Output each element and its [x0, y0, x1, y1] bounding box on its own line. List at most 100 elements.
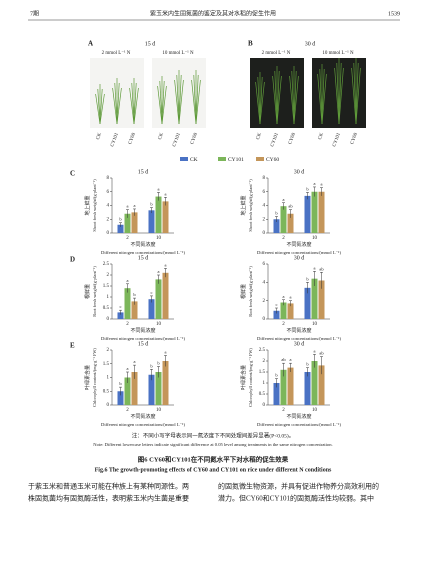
x-label-en: Different nitrogen concentrations/(mmol … — [101, 422, 185, 427]
error-bar — [289, 300, 292, 307]
panel-letter: B — [248, 40, 253, 48]
error-bar — [164, 197, 167, 206]
leaf — [293, 75, 299, 125]
x-label-cn: 不同氮浓度 — [130, 241, 155, 248]
significance-letter: c — [276, 302, 278, 307]
significance-letter: a — [283, 294, 285, 299]
leaf — [257, 76, 261, 125]
error-bar — [306, 192, 309, 200]
y-tick-label: 2.5 — [259, 348, 266, 353]
plant-label: CY60 — [350, 132, 359, 145]
significance-letter: b — [119, 381, 122, 386]
significance-letter: a — [290, 295, 292, 300]
x-tick-label: 2 — [282, 322, 285, 327]
y-tick-label: 2 — [263, 217, 266, 222]
error-bar — [306, 367, 309, 377]
photo-time: 15 d — [145, 41, 156, 47]
leaf — [319, 68, 323, 125]
leaf — [338, 62, 342, 125]
significance-letter: b — [157, 361, 160, 366]
significance-letter: a — [158, 186, 160, 191]
leaf — [336, 62, 340, 125]
x-tick-label: 10 — [156, 236, 162, 241]
significance-letter: ab — [319, 351, 324, 356]
leaf — [259, 81, 265, 125]
bar — [155, 196, 162, 233]
x-tick-label: 2 — [282, 236, 285, 241]
leaf — [355, 67, 361, 125]
significance-letter: ab — [288, 204, 293, 209]
leaf — [191, 79, 197, 125]
body-line: 于紫玉米和普通玉米可能在种族上有某种同源性。两 — [28, 482, 189, 491]
bar — [124, 377, 131, 405]
significance-letter: b — [306, 362, 309, 367]
error-bar — [150, 207, 153, 214]
error-bar — [119, 309, 122, 315]
y-tick-label: 0 — [263, 231, 266, 236]
y-tick-label: 2 — [263, 359, 266, 364]
y-tick-label: 0.5 — [103, 306, 110, 311]
note-en: Note: Different lowercase letters indica… — [93, 442, 332, 447]
note-cn: 注：不同小写字母表示同一氮浓度下不同处理间差异显著(P<0.05)。 — [132, 431, 294, 439]
y-label-cn: 地上鲜重 — [240, 195, 247, 215]
error-bar — [157, 192, 160, 201]
error-bar — [282, 299, 285, 306]
significance-letter: a — [158, 269, 160, 274]
y-label-en: Shoot fresh weight/(g·plant⁻¹) — [248, 179, 253, 232]
y-label-cn: 叶绿素含量 — [84, 365, 91, 390]
chart-time: 15 d — [138, 255, 149, 261]
leaf — [195, 79, 201, 125]
error-bar — [275, 307, 278, 314]
leaf — [129, 87, 135, 125]
error-bar — [275, 378, 278, 388]
leaf — [289, 75, 295, 125]
error-bar — [150, 295, 153, 303]
bar — [131, 212, 138, 233]
bar — [311, 361, 318, 405]
error-bar — [126, 371, 129, 383]
x-label-en: Different nitrogen concentrations/(mmol … — [257, 336, 341, 341]
significance-letter: b — [119, 217, 122, 222]
leaf — [161, 85, 167, 125]
y-label-en: Root fresh weight/(g·plant⁻¹) — [248, 266, 253, 317]
error-bar — [133, 208, 136, 216]
x-label-en: Different nitrogen concentrations/(mmol … — [101, 336, 185, 341]
leaf — [274, 70, 278, 125]
plant-label: CY60 — [190, 132, 199, 145]
y-tick-label: 2 — [263, 299, 266, 304]
bar — [131, 301, 138, 319]
y-tick-label: 1.5 — [259, 370, 266, 375]
significance-letter: a — [127, 366, 129, 371]
bar — [311, 191, 318, 233]
x-tick-label: 10 — [312, 236, 318, 241]
caption-en: Fig.6 The growth-promoting effects of CY… — [95, 467, 332, 473]
error-bar — [119, 222, 122, 227]
bar — [273, 383, 280, 405]
leaf — [321, 68, 325, 125]
significance-letter: a — [127, 204, 129, 209]
significance-letter: b — [275, 211, 278, 216]
plant-label: CK — [256, 132, 263, 141]
leaf — [193, 74, 197, 125]
panel-letter: D — [70, 256, 75, 264]
leaf — [355, 62, 359, 125]
x-label-en: Different nitrogen concentrations/(mmol … — [257, 250, 341, 255]
error-bar — [282, 362, 285, 377]
leaf — [291, 70, 295, 125]
bar — [304, 372, 311, 405]
bar — [318, 365, 325, 405]
error-bar — [157, 366, 160, 378]
plant-label: CY60 — [128, 132, 137, 145]
y-tick-label: 4 — [107, 204, 110, 209]
x-tick-label: 2 — [126, 322, 129, 327]
y-label-en: Chlorophyll content/(mg·g⁻¹ FW) — [248, 348, 253, 407]
leaf — [95, 93, 101, 125]
chart-time: 30 d — [294, 255, 305, 261]
bar — [287, 303, 294, 319]
significance-letter: c — [120, 304, 122, 309]
error-bar — [313, 271, 316, 286]
bar — [117, 224, 124, 233]
bar — [148, 299, 155, 319]
y-tick-label: 0.5 — [103, 389, 110, 394]
